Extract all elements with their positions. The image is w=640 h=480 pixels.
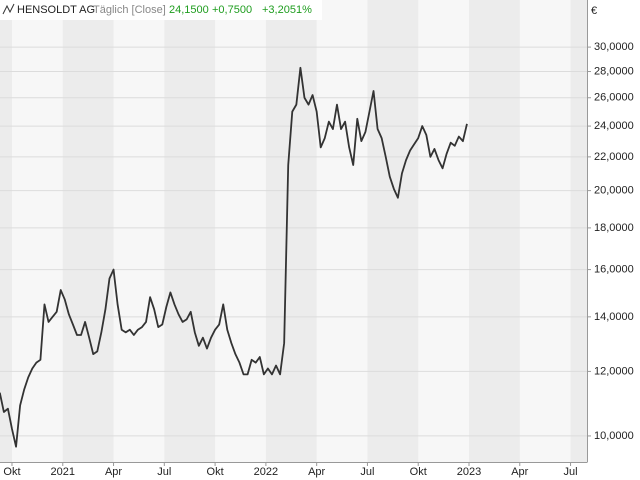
- y-tick-label: 30,0000: [594, 41, 634, 53]
- plot: [0, 66, 468, 448]
- y-tick-label: 28,0000: [594, 65, 634, 77]
- band: [367, 0, 419, 462]
- y-tick-label: 20,0000: [594, 185, 634, 197]
- y-tick-label: 14,0000: [594, 311, 634, 323]
- x-tick-label: Jul: [360, 466, 374, 478]
- x-tick-label: Okt: [207, 466, 224, 478]
- chart-icon: [2, 3, 15, 15]
- last-price: 24,1500: [169, 4, 209, 16]
- x-tick-label: Jul: [157, 466, 171, 478]
- band: [570, 0, 587, 462]
- chart-subtitle: Täglich [Close]: [93, 4, 166, 16]
- x-tick-label: Okt: [3, 466, 20, 478]
- band: [265, 0, 317, 462]
- y-tick-label: 18,0000: [594, 222, 634, 234]
- y-tick-label: 12,0000: [594, 365, 634, 377]
- x-tick-label: 2023: [457, 466, 481, 478]
- band: [164, 0, 216, 462]
- band: [0, 0, 12, 462]
- y-unit: €: [591, 5, 597, 17]
- x-tick-label: 2021: [51, 466, 75, 478]
- band: [468, 0, 520, 462]
- y-tick-label: 22,0000: [594, 151, 634, 163]
- price-change: +0,7500: [212, 4, 252, 16]
- x-tick-label: Apr: [308, 466, 325, 478]
- x-tick-label: Okt: [410, 466, 427, 478]
- price-line: [0, 66, 468, 448]
- price-change-pct: +3,2051%: [262, 4, 312, 16]
- x-tick-label: Apr: [105, 466, 122, 478]
- x-tick-label: Jul: [564, 466, 578, 478]
- x-tick-label: Apr: [511, 466, 528, 478]
- y-tick-label: 16,0000: [594, 263, 634, 275]
- x-tick-label: 2022: [254, 466, 278, 478]
- y-tick-label: 26,0000: [594, 92, 634, 104]
- chart-title: HENSOLDT AG: [17, 4, 95, 16]
- y-tick-label: 10,0000: [594, 430, 634, 442]
- header-bg: [0, 0, 322, 20]
- y-tick-label: 24,0000: [594, 120, 634, 132]
- band: [62, 0, 114, 462]
